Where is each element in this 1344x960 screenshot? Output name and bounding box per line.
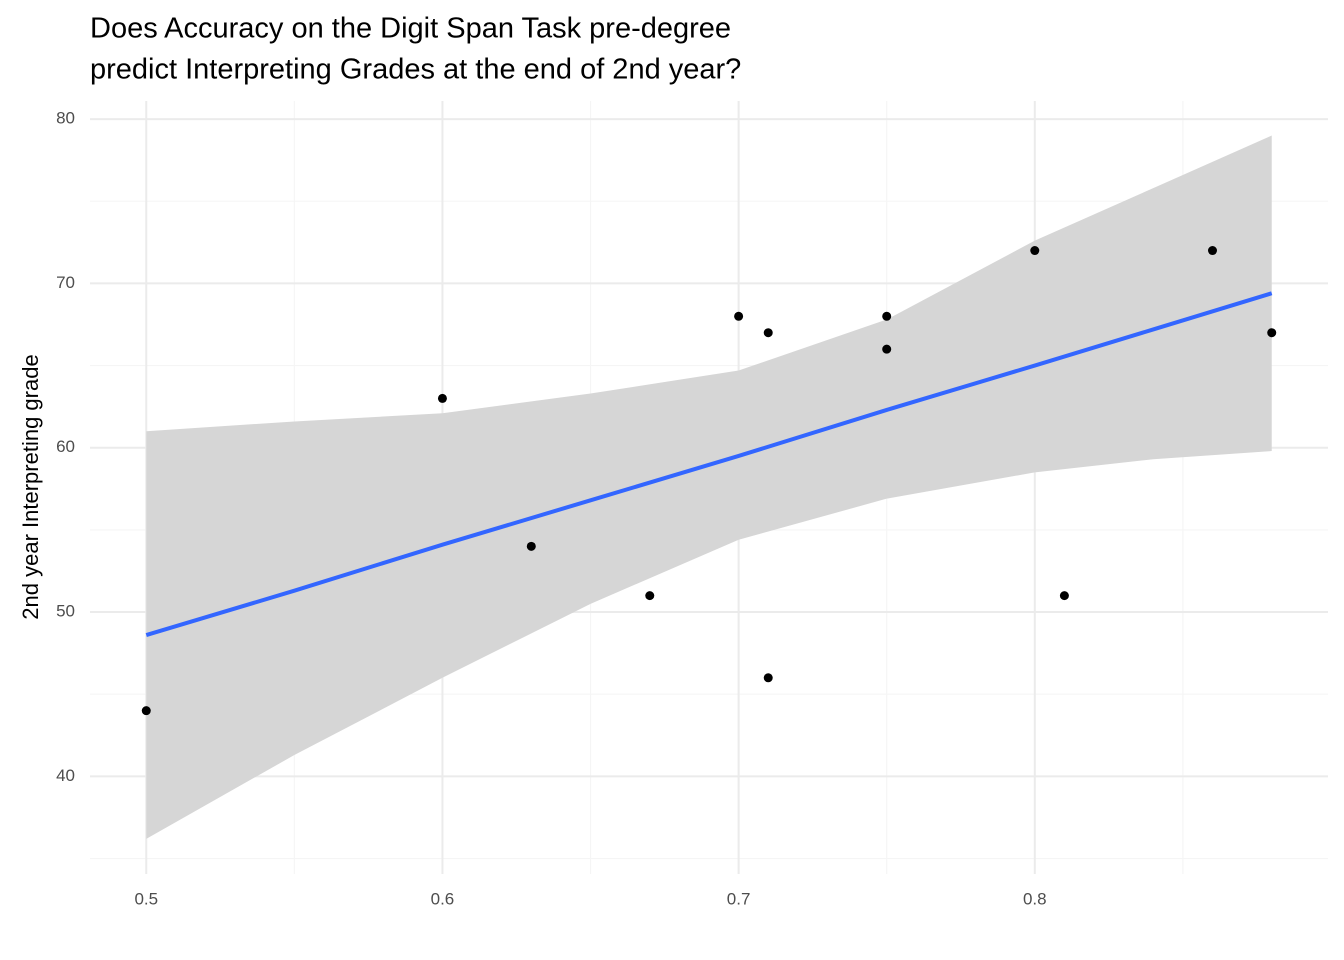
y-tick-label: 40	[56, 766, 75, 785]
y-tick-label: 70	[56, 273, 75, 292]
point	[763, 328, 773, 338]
y-tick-label: 80	[56, 109, 75, 128]
y-axis-title: 2nd year Interpreting grade	[18, 354, 43, 619]
x-tick-label: 0.6	[431, 889, 455, 908]
point	[1030, 246, 1040, 256]
chart-title: Does Accuracy on the Digit Span Task pre…	[90, 13, 731, 45]
point	[1267, 328, 1277, 338]
point	[1207, 246, 1217, 256]
chart-title: predict Interpreting Grades at the end o…	[90, 54, 741, 86]
point	[1059, 591, 1069, 601]
x-tick-label: 0.8	[1023, 889, 1047, 908]
fit-line	[145, 291, 1273, 637]
point	[734, 311, 744, 321]
y-tick-label: 60	[56, 437, 75, 456]
point	[526, 541, 536, 551]
point	[141, 706, 151, 716]
point	[645, 591, 655, 601]
point	[763, 673, 773, 683]
point	[882, 344, 892, 354]
point	[437, 393, 447, 403]
y-tick-label: 50	[56, 602, 75, 621]
point	[882, 311, 892, 321]
x-tick-label: 0.5	[134, 889, 158, 908]
confidence-band	[146, 135, 1272, 839]
x-tick-label: 0.7	[727, 889, 751, 908]
